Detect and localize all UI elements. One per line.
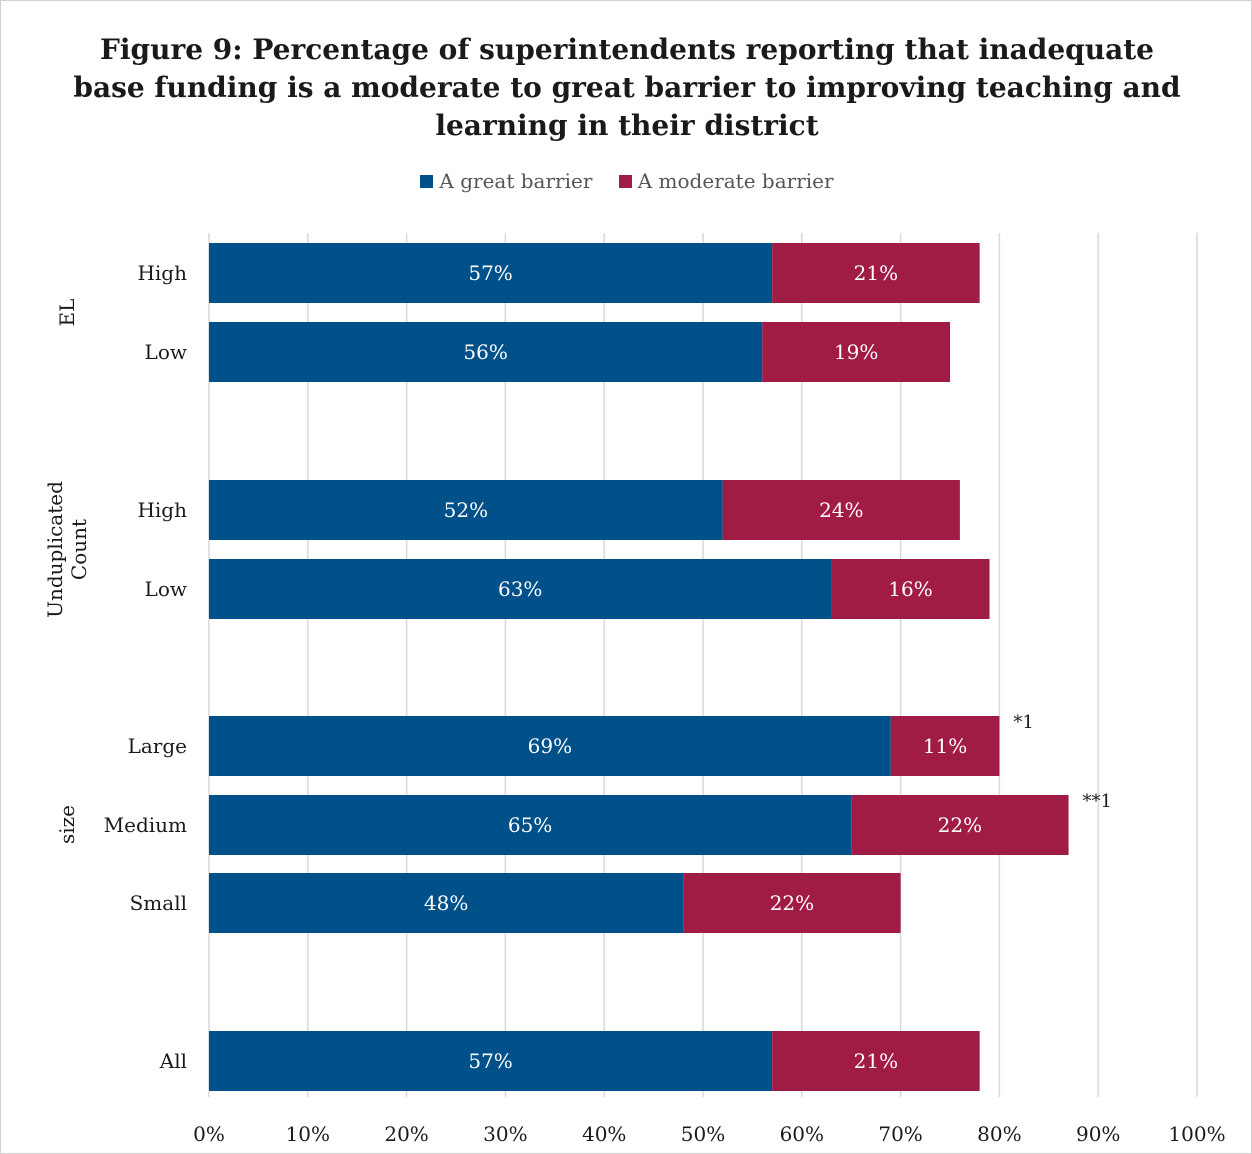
legend-label-great: A great barrier <box>439 169 593 193</box>
x-tick-label: 100% <box>1168 1122 1225 1146</box>
x-tick-label: 80% <box>977 1122 1021 1146</box>
group-label: Count <box>67 519 91 580</box>
x-tick-label: 20% <box>384 1122 428 1146</box>
legend-item-great: A great barrier <box>420 169 592 193</box>
data-label: 22% <box>938 813 982 837</box>
bar-moderate-barrier <box>722 480 960 540</box>
bar-great-barrier <box>209 873 684 933</box>
category-label: Low <box>145 577 187 601</box>
legend-swatch-moderate <box>618 175 632 188</box>
x-tick-label: 30% <box>483 1122 527 1146</box>
bar-great-barrier <box>209 322 763 382</box>
category-label: Medium <box>104 813 187 837</box>
category-label: High <box>137 261 187 285</box>
category-label: All <box>159 1049 187 1073</box>
bar-moderate-barrier <box>762 322 950 382</box>
legend-swatch-great <box>420 175 434 188</box>
data-label: 24% <box>819 498 863 522</box>
category-label: High <box>137 498 187 522</box>
data-label: 69% <box>528 734 572 758</box>
bar-moderate-barrier <box>890 716 1000 776</box>
bar-moderate-barrier <box>772 243 980 303</box>
bar-great-barrier <box>209 795 852 855</box>
category-label: Large <box>128 734 187 758</box>
x-tick-label: 0% <box>193 1122 225 1146</box>
data-label: 63% <box>498 577 542 601</box>
bar-great-barrier <box>209 559 832 619</box>
data-label: 48% <box>424 891 468 915</box>
data-label: 21% <box>854 261 898 285</box>
data-label: 57% <box>468 1049 512 1073</box>
x-tick-label: 50% <box>681 1122 725 1146</box>
x-tick-label: 90% <box>1076 1122 1120 1146</box>
data-label: 52% <box>444 498 488 522</box>
legend-item-moderate: A moderate barrier <box>618 169 834 193</box>
data-label: 65% <box>508 813 552 837</box>
data-label: 16% <box>888 577 932 601</box>
category-label: Low <box>145 340 187 364</box>
data-label: 56% <box>463 340 507 364</box>
bar-great-barrier <box>209 716 891 776</box>
bar-moderate-barrier <box>851 795 1069 855</box>
chart-title: Figure 9: Percentage of superintendents … <box>73 33 1181 142</box>
significance-annotation: **1 <box>1083 791 1112 812</box>
bar-great-barrier <box>209 243 773 303</box>
chart-legend: A great barrier A moderate barrier <box>1 169 1252 193</box>
legend-label-moderate: A moderate barrier <box>637 169 834 193</box>
data-label: 21% <box>854 1049 898 1073</box>
group-label: EL <box>55 299 79 327</box>
x-tick-label: 10% <box>286 1122 330 1146</box>
bar-great-barrier <box>209 1031 773 1091</box>
x-tick-label: 70% <box>878 1122 922 1146</box>
group-label: size <box>55 805 79 844</box>
category-label: Small <box>130 891 187 915</box>
bar-moderate-barrier <box>683 873 901 933</box>
group-label: Unduplicated <box>43 481 67 618</box>
bar-great-barrier <box>209 480 723 540</box>
bar-moderate-barrier <box>772 1031 980 1091</box>
data-label: 57% <box>468 261 512 285</box>
data-label: 11% <box>923 734 967 758</box>
x-tick-label: 40% <box>582 1122 626 1146</box>
data-label: 19% <box>834 340 878 364</box>
x-tick-label: 60% <box>780 1122 824 1146</box>
bar-moderate-barrier <box>831 559 990 619</box>
significance-annotation: *1 <box>1013 712 1033 733</box>
data-label: 22% <box>770 891 814 915</box>
